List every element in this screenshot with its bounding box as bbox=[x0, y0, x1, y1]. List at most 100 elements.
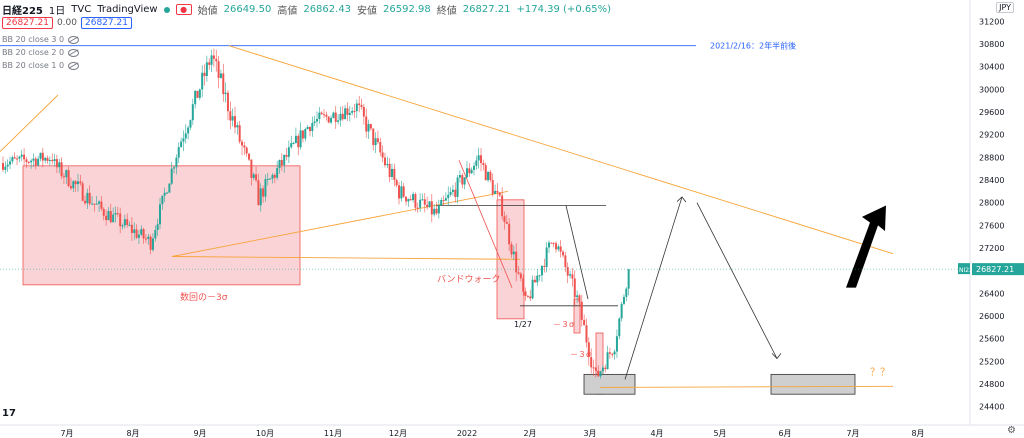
candle-body bbox=[285, 154, 288, 157]
arrowhead-down bbox=[771, 353, 782, 360]
candle-body bbox=[264, 179, 267, 197]
candle-body bbox=[170, 168, 173, 184]
candle-body bbox=[557, 246, 560, 250]
candle-body bbox=[306, 127, 309, 130]
candle-body bbox=[435, 208, 438, 214]
candle-body bbox=[62, 176, 65, 178]
candle-body bbox=[201, 72, 204, 90]
candle-body bbox=[458, 175, 461, 178]
currency-selector[interactable]: JPY bbox=[996, 2, 1014, 13]
candle-body bbox=[100, 201, 103, 209]
candle-body bbox=[259, 188, 262, 206]
candle-body bbox=[248, 153, 251, 160]
candle-body bbox=[398, 185, 401, 199]
candle-body bbox=[475, 160, 478, 166]
candle-body bbox=[348, 112, 351, 115]
candle-body bbox=[599, 371, 602, 377]
candle-body bbox=[550, 242, 553, 244]
candle-body bbox=[501, 195, 504, 217]
candle-body bbox=[116, 213, 119, 215]
candle-body bbox=[409, 199, 412, 201]
candle-body bbox=[194, 90, 197, 105]
candle-body bbox=[229, 111, 232, 121]
y-tick-label: 31200 bbox=[979, 17, 1004, 26]
hidden-eye-icon[interactable] bbox=[68, 61, 80, 70]
candle-body bbox=[622, 296, 625, 304]
candle-body bbox=[543, 266, 546, 268]
candle-body bbox=[480, 155, 483, 164]
candle-body bbox=[487, 171, 490, 181]
candle-body bbox=[383, 157, 386, 166]
candle-body bbox=[597, 370, 600, 377]
candle-body bbox=[39, 152, 42, 159]
candle-body bbox=[515, 251, 518, 273]
candle-body bbox=[454, 189, 457, 197]
interval-label[interactable]: 1日 bbox=[48, 6, 66, 17]
candle-body bbox=[627, 269, 630, 289]
price-tag-value: 26827.21 bbox=[976, 265, 1014, 274]
y-tick-label: 30400 bbox=[979, 63, 1004, 72]
alert-icon[interactable]: ● bbox=[175, 4, 192, 15]
candle-body bbox=[608, 352, 611, 354]
candle-body bbox=[489, 171, 492, 181]
candle-body bbox=[283, 154, 286, 166]
candle-body bbox=[461, 175, 464, 185]
projection-up bbox=[624, 196, 683, 380]
projection-down bbox=[696, 202, 778, 359]
candle-body bbox=[367, 124, 370, 132]
candle-body bbox=[175, 157, 178, 168]
hidden-eye-icon[interactable] bbox=[68, 48, 80, 57]
candle-body bbox=[313, 121, 316, 123]
candle-body bbox=[606, 352, 609, 370]
candle-body bbox=[545, 247, 548, 267]
candle-body bbox=[140, 229, 143, 235]
sell-price-button[interactable]: 26827.21 bbox=[2, 17, 53, 29]
candle-body bbox=[498, 192, 501, 196]
target-hline bbox=[599, 385, 894, 388]
candle-body bbox=[37, 158, 40, 166]
candle-body bbox=[580, 301, 583, 320]
candle-body bbox=[346, 108, 349, 115]
gear-icon[interactable]: ⚙ bbox=[1007, 425, 1016, 436]
hidden-eye-icon[interactable] bbox=[68, 35, 80, 44]
x-tick-label: 7月 bbox=[60, 429, 73, 438]
y-tick-label: 28000 bbox=[979, 199, 1004, 208]
indicator-bb-3[interactable]: BB 20 close 3 0 bbox=[2, 35, 80, 44]
candle-body bbox=[79, 181, 82, 184]
x-tick-label: 7月 bbox=[846, 429, 859, 438]
candle-body bbox=[112, 214, 115, 223]
candle-body bbox=[423, 199, 426, 205]
candle-body bbox=[105, 215, 108, 221]
candle-body bbox=[98, 201, 101, 204]
candle-body bbox=[156, 224, 159, 231]
candle-body bbox=[517, 272, 520, 274]
candle-body bbox=[538, 275, 541, 277]
candle-body bbox=[566, 267, 569, 276]
candle-body bbox=[430, 201, 433, 215]
candle-body bbox=[9, 161, 12, 165]
candle-body bbox=[189, 120, 192, 128]
y-tick-label: 26000 bbox=[979, 312, 1004, 321]
candle-body bbox=[456, 177, 459, 197]
indicator-bb-2[interactable]: BB 20 close 2 0 bbox=[2, 48, 80, 57]
symbol-name[interactable]: 日経225 bbox=[2, 6, 43, 17]
candle-body bbox=[508, 223, 511, 245]
candle-body bbox=[332, 112, 335, 118]
y-tick-label: 29600 bbox=[979, 108, 1004, 117]
candle-body bbox=[198, 89, 201, 98]
candle-body bbox=[393, 168, 396, 181]
candle-body bbox=[407, 199, 410, 202]
candle-body bbox=[226, 92, 229, 112]
y-tick-label: 24400 bbox=[979, 403, 1004, 412]
candle-body bbox=[344, 108, 347, 120]
candle-body bbox=[44, 157, 47, 161]
candle-body bbox=[576, 295, 579, 298]
candle-body bbox=[311, 122, 314, 132]
candle-body bbox=[102, 208, 105, 216]
candle-body bbox=[386, 163, 389, 166]
candle-body bbox=[278, 159, 281, 169]
candle-body bbox=[299, 130, 302, 148]
indicator-bb-1[interactable]: BB 20 close 1 0 bbox=[2, 61, 80, 70]
buy-price-button[interactable]: 26827.21 bbox=[81, 17, 132, 29]
